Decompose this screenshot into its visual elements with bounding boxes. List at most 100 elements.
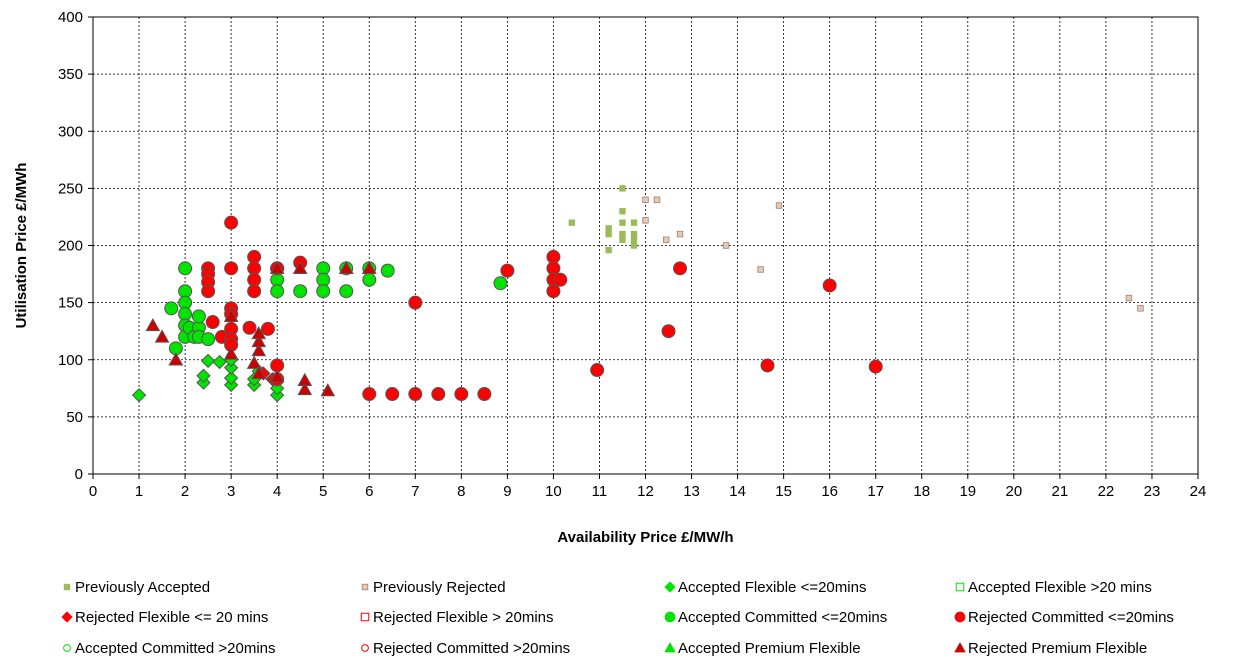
data-point — [164, 301, 179, 316]
data-point — [663, 236, 670, 243]
legend-marker — [954, 642, 966, 653]
data-point — [292, 260, 308, 275]
data-point — [1137, 305, 1144, 312]
data-point — [269, 260, 285, 275]
x-tick-label: 6 — [365, 483, 373, 500]
legend-label: Rejected Flexible <= 20 mins — [75, 609, 268, 626]
x-tick-label: 21 — [1052, 483, 1069, 500]
data-point — [822, 278, 837, 293]
data-point — [297, 372, 313, 387]
x-tick-label: 8 — [457, 483, 465, 500]
x-axis-ticks: 0 1 2 3 4 5 6 7 8 9 10 11 12 13 14 15 16 17 18 19 20 21 22 23 24 — [89, 474, 1207, 500]
legend-item: Previously Accepted — [63, 579, 210, 596]
legend-label: Previously Accepted — [75, 579, 210, 596]
y-tick-label: 50 — [66, 409, 83, 426]
x-tick-label: 24 — [1190, 483, 1207, 500]
data-point — [251, 325, 267, 340]
x-tick-label: 19 — [959, 483, 976, 500]
y-tick-label: 100 — [58, 352, 83, 369]
data-point — [630, 219, 638, 226]
legend-marker — [360, 612, 370, 622]
data-point — [454, 387, 469, 402]
data-point — [868, 359, 883, 374]
y-axis-title: Utilisation Price £/MWh — [13, 163, 30, 329]
legend-item: Accepted Premium Flexible — [664, 640, 861, 657]
x-tick-label: 7 — [411, 483, 419, 500]
data-point — [320, 383, 336, 397]
legend-marker — [664, 611, 676, 623]
y-tick-label: 250 — [58, 180, 83, 197]
data-point — [260, 321, 275, 336]
data-point — [223, 308, 239, 323]
data-point — [338, 260, 354, 275]
data-point — [553, 272, 568, 287]
legend-marker — [63, 583, 71, 591]
x-tick-label: 12 — [637, 483, 654, 500]
data-point — [760, 358, 775, 373]
x-tick-label: 14 — [729, 483, 746, 500]
data-point — [642, 196, 649, 203]
legend-marker — [664, 581, 676, 593]
data-point — [722, 242, 730, 249]
x-tick-label: 0 — [89, 483, 97, 500]
series-7 — [201, 215, 883, 402]
series-6 — [164, 261, 508, 356]
data-point — [619, 219, 626, 226]
data-point — [191, 309, 206, 324]
data-point — [775, 202, 783, 209]
legend-item: Rejected Flexible <= 20 mins — [61, 609, 268, 626]
data-point — [154, 329, 170, 343]
data-point — [269, 369, 285, 383]
data-point — [293, 284, 308, 299]
x-tick-label: 13 — [683, 483, 700, 500]
y-tick-label: 350 — [58, 66, 83, 83]
x-tick-label: 22 — [1098, 483, 1115, 500]
legend-item: Accepted Committed <=20mins — [664, 609, 887, 626]
data-point — [605, 246, 612, 254]
data-point — [223, 360, 239, 375]
x-tick-label: 10 — [545, 483, 562, 500]
data-point — [546, 284, 561, 299]
x-tick-label: 16 — [821, 483, 838, 500]
legend-label: Rejected Flexible > 20mins — [373, 609, 554, 626]
data-point — [339, 284, 354, 299]
data-point — [653, 196, 661, 203]
legend-item: Rejected Committed <=20mins — [954, 609, 1174, 626]
legend-marker — [955, 582, 965, 592]
x-tick-label: 23 — [1144, 483, 1161, 500]
data-point — [201, 284, 216, 299]
legend-item: Accepted Flexible >20 mins — [955, 579, 1152, 596]
x-tick-label: 2 — [181, 483, 189, 500]
data-point — [361, 260, 377, 275]
data-point — [362, 272, 377, 287]
legend-marker — [63, 644, 71, 652]
y-tick-label: 400 — [58, 9, 83, 26]
data-point — [247, 284, 262, 299]
series-0 — [568, 185, 638, 254]
legend-marker — [361, 583, 369, 591]
data-point — [200, 353, 216, 369]
data-point — [619, 236, 626, 243]
data-point — [145, 317, 161, 332]
data-point — [673, 261, 688, 276]
data-point — [223, 370, 239, 386]
data-point — [661, 324, 676, 339]
data-point — [605, 225, 612, 232]
legend-item: Rejected Premium Flexible — [954, 640, 1147, 657]
legend-item: Accepted Committed >20mins — [63, 640, 276, 657]
x-axis-title: Availability Price £/MW/h — [557, 529, 733, 546]
legend-label: Previously Rejected — [373, 579, 506, 596]
x-tick-label: 20 — [1005, 483, 1022, 500]
data-point — [316, 284, 331, 299]
x-tick-label: 5 — [319, 483, 327, 500]
legend-label: Rejected Committed <=20mins — [968, 609, 1174, 626]
data-point — [196, 368, 211, 383]
data-point — [385, 387, 400, 402]
legend-marker — [361, 644, 369, 652]
data-point — [178, 261, 193, 276]
data-point — [224, 261, 239, 276]
y-tick-label: 300 — [58, 123, 83, 140]
series-1 — [642, 196, 1144, 312]
legend-label: Accepted Flexible <=20mins — [678, 579, 866, 596]
